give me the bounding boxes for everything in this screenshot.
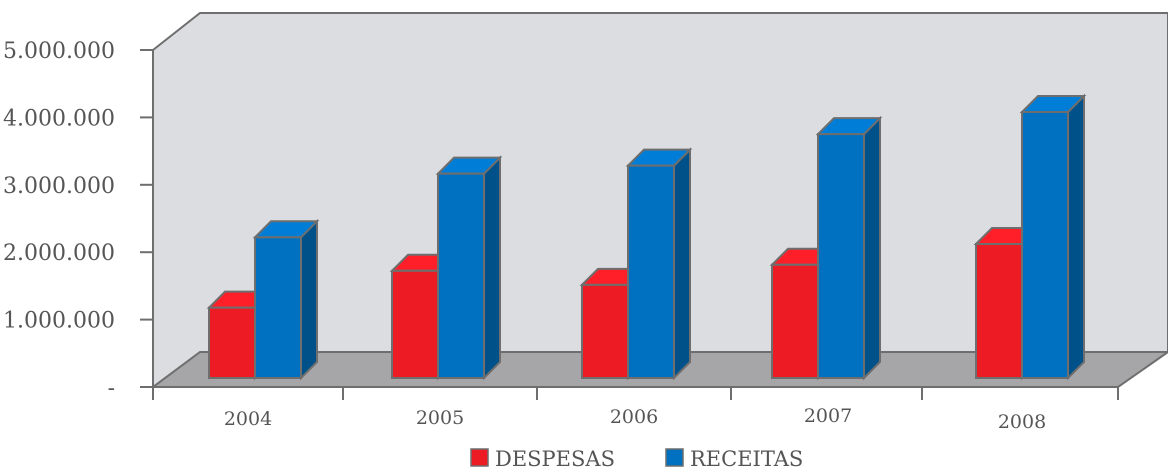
bar-front-face <box>771 263 819 379</box>
bar-front-face <box>627 164 675 379</box>
y-tick-label: 2.000.000 <box>3 241 115 266</box>
bar-receitas-2006 <box>625 147 693 381</box>
bar-receitas-2004 <box>252 218 320 381</box>
bar-front-face <box>1021 111 1069 379</box>
x-tick-label: 2004 <box>224 408 272 430</box>
y-tick-label: 1.000.000 <box>3 309 115 334</box>
bar-receitas-2007 <box>815 115 883 381</box>
x-axis-ticks: 2004 2005 2006 2007 2008 <box>152 387 1119 433</box>
x-tick-label: 2005 <box>416 407 464 429</box>
legend-swatch-receitas <box>665 448 684 467</box>
y-tick-label: 3.000.000 <box>3 174 115 199</box>
bar-side-face <box>863 115 881 381</box>
bar-side-face <box>483 155 501 381</box>
legend-label-despesas: DESPESAS <box>495 447 615 470</box>
legend: DESPESAS RECEITAS <box>470 447 803 470</box>
x-tick-label: 2007 <box>804 405 852 427</box>
bar-receitas-2005 <box>435 155 503 381</box>
bar-front-face <box>817 133 865 379</box>
bar-front-face <box>254 236 302 379</box>
legend-label-receitas: RECEITAS <box>690 447 803 470</box>
bar-side-face <box>673 147 691 381</box>
bar-side-face <box>300 218 318 381</box>
bar-front-face <box>391 269 439 379</box>
x-tick-label: 2008 <box>998 411 1046 433</box>
bar-front-face <box>437 172 485 379</box>
y-axis-ticks: - 1.000.000 2.000.000 3.000.000 4.000.000 5.0… <box>3 39 153 401</box>
legend-swatch-despesas <box>470 448 489 467</box>
bar-receitas-2008 <box>1019 93 1087 381</box>
y-tick-label: 4.000.000 <box>3 106 115 131</box>
y-tick-label: 5.000.000 <box>3 39 115 64</box>
y-tick-label: - <box>108 376 115 401</box>
bar-side-face <box>1067 93 1085 381</box>
bar-front-face <box>208 306 256 379</box>
bar-front-face <box>581 283 629 379</box>
bar-front-face <box>975 243 1023 379</box>
bars-group <box>206 93 1087 381</box>
x-tick-label: 2006 <box>610 406 658 428</box>
